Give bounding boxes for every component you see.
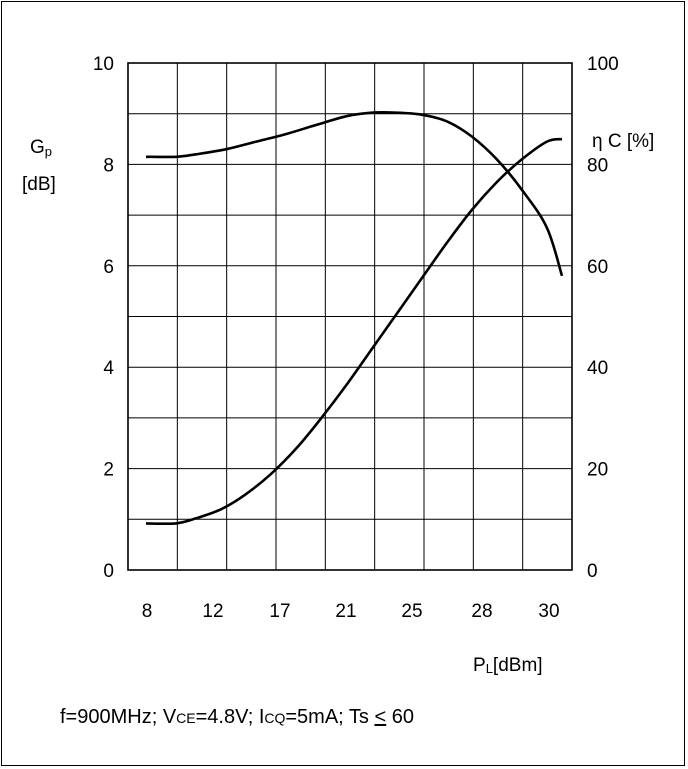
left-tick-labels: 0 2 4 6 8 10 bbox=[93, 54, 115, 582]
x-tick-label: 17 bbox=[269, 601, 290, 622]
plot-border bbox=[127, 62, 573, 571]
y-right-tick-label: 100 bbox=[587, 54, 619, 75]
chart-caption: f=900MHz; VCE=4.8V; ICQ=5mA; Ts < 60 bbox=[60, 706, 414, 728]
y-right-tick-label: 0 bbox=[587, 561, 598, 582]
x-tick-label: 30 bbox=[538, 601, 559, 622]
y-right-tick-label: 40 bbox=[587, 358, 608, 379]
y-right-tick-label: 80 bbox=[587, 155, 608, 176]
y-right-tick-label: 20 bbox=[587, 460, 608, 481]
x-tick-labels: 8 12 17 21 25 28 30 bbox=[142, 601, 560, 622]
y-left-axis-label: Gp bbox=[30, 137, 52, 159]
efficiency-curve bbox=[145, 137, 563, 526]
x-tick-label: 25 bbox=[401, 601, 422, 622]
y-left-tick-label: 6 bbox=[103, 257, 114, 278]
grid bbox=[128, 63, 572, 570]
x-axis-label: PL[dBm] bbox=[473, 655, 543, 676]
y-left-tick-label: 4 bbox=[103, 358, 114, 379]
y-right-tick-label: 60 bbox=[587, 257, 608, 278]
x-tick-label: 12 bbox=[202, 601, 223, 622]
x-tick-label: 21 bbox=[335, 601, 356, 622]
y-left-tick-label: 8 bbox=[103, 155, 114, 176]
y-left-tick-label: 2 bbox=[103, 460, 114, 481]
y-left-tick-label: 0 bbox=[103, 561, 114, 582]
x-tick-label: 28 bbox=[471, 601, 492, 622]
y-right-axis-label: η C [%] bbox=[592, 131, 654, 152]
gain-curve bbox=[145, 111, 564, 277]
x-tick-label: 8 bbox=[142, 601, 153, 622]
series-group bbox=[145, 111, 564, 526]
right-tick-labels: 0 20 40 60 80 100 bbox=[587, 54, 619, 582]
y-left-axis-unit: [dB] bbox=[22, 174, 56, 195]
y-left-tick-label: 10 bbox=[93, 54, 114, 75]
